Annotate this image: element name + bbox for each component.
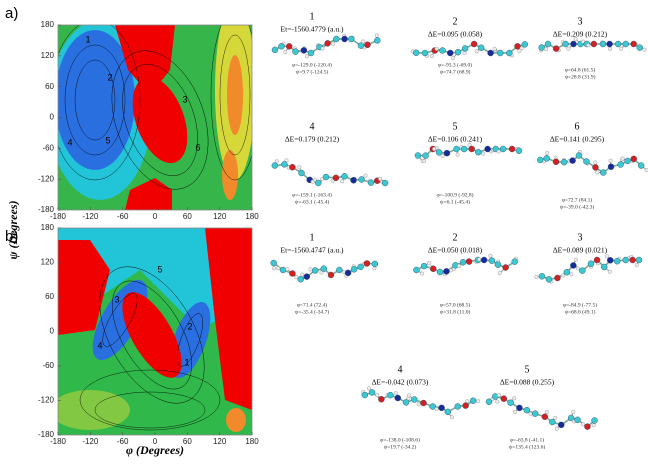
region-label: 3 <box>182 94 187 104</box>
structure-number: 5 <box>453 121 458 132</box>
structure-energy: ΔE=0.141 (0.295) <box>550 135 605 144</box>
structure-energy: ΔE=0.106 (0.241) <box>428 135 483 144</box>
phi-value: φ=-84.9 (-77.5) <box>563 301 597 308</box>
x-tick-label: 0 <box>153 437 158 446</box>
molecule <box>413 254 518 276</box>
y-tick-label: 0 <box>50 327 55 336</box>
molecule <box>537 150 648 175</box>
structure-number: 2 <box>453 232 458 243</box>
psi-value: ψ=-39.0 (-42.3) <box>560 203 595 210</box>
x-tick-label: 60 <box>183 437 192 446</box>
structure-energy: Et=-1560.4747 (a.u.) <box>281 246 344 255</box>
molecule <box>272 159 388 186</box>
region-label: 5 <box>157 264 162 274</box>
phi-value: φ=-93.3 (-69.0) <box>438 61 472 68</box>
region-label: 4 <box>97 340 102 350</box>
x-tick-label: -120 <box>82 212 99 221</box>
phi-value: φ=-138.0 (-108.6) <box>380 436 420 443</box>
contour-map-b <box>50 228 252 435</box>
structure-number: 5 <box>525 364 530 375</box>
phi-value: φ=57.0 (68.5) <box>440 301 471 308</box>
structure-number: 4 <box>398 364 403 375</box>
x-tick-label: 120 <box>213 437 227 446</box>
x-tick-label: -60 <box>117 212 129 221</box>
phi-value: φ=-63.8 (-41.1) <box>510 436 544 443</box>
x-tick-label: 60 <box>183 212 192 221</box>
psi-value: ψ=28.8 (31.9) <box>565 73 596 80</box>
structure-number: 1 <box>310 232 315 243</box>
molecule <box>272 34 380 58</box>
structure-energy: Et=-1560.4779 (a.u.) <box>281 25 344 34</box>
region-label: 4 <box>67 137 72 147</box>
y-tick-label: -120 <box>38 396 55 405</box>
psi-value: ψ=74.7 (68.9) <box>440 68 471 75</box>
phi-value: φ=-159.1 (-163.4) <box>292 191 332 198</box>
structure-energy: ΔE=0.050 (0.018) <box>428 246 483 255</box>
psi-value: ψ=68.6 (49.1) <box>565 308 596 315</box>
phi-value: φ=-100.9 (-92.8) <box>437 191 474 198</box>
phi-value: φ=64.8 (61.5) <box>565 66 596 73</box>
psi-value: ψ=19.7 (-34.2) <box>384 443 417 450</box>
psi-value: ψ=6.1 (-45.4) <box>440 198 470 205</box>
structure-number: 3 <box>578 16 583 27</box>
region-label: 6 <box>195 142 200 152</box>
region-label: 2 <box>187 321 192 331</box>
y-tick-label: 120 <box>41 258 55 267</box>
structure-energy: ΔE=0.179 (0.212) <box>285 135 340 144</box>
x-tick-label: -180 <box>50 437 67 446</box>
molecule <box>271 260 378 282</box>
region-label: 5 <box>105 135 110 145</box>
structure-energy: ΔE=0.089 (0.021) <box>553 246 608 255</box>
structure-number: 2 <box>453 16 458 27</box>
panel-label: a) <box>5 5 18 22</box>
x-tick-label: -180 <box>50 212 67 221</box>
molecule <box>539 37 647 52</box>
y-tick-label: 60 <box>45 82 54 91</box>
x-tick-label: 180 <box>245 212 259 221</box>
psi-value: ψ=31.8 (11.0) <box>440 308 471 315</box>
phi-value: φ=72.7 (84.1) <box>562 196 593 203</box>
region-label: 3 <box>114 294 119 304</box>
y-tick-label: -120 <box>38 174 55 183</box>
region-label: 1 <box>184 357 189 367</box>
contour-map-a <box>48 0 259 210</box>
molecule <box>415 143 522 163</box>
y-tick-label: 120 <box>41 51 55 60</box>
x-tick-label: 180 <box>245 437 259 446</box>
molecule <box>535 255 642 284</box>
structure-energy: ΔE=0.088 (0.255) <box>500 378 555 387</box>
psi-value: ψ=-35.4 (-34.7) <box>295 308 330 315</box>
y-tick-label: 180 <box>41 223 55 232</box>
psi-value: ψ=135.4 (123.6) <box>509 443 546 450</box>
molecule <box>486 393 598 430</box>
molecule <box>361 387 480 419</box>
region-label: 1 <box>85 34 90 44</box>
molecule <box>411 41 528 60</box>
x-tick-label: 0 <box>153 212 158 221</box>
structure-number: 3 <box>578 232 583 243</box>
y-tick-label: -60 <box>42 361 54 370</box>
x-tick-label: 120 <box>213 212 227 221</box>
y-tick-label: 0 <box>50 113 55 122</box>
phi-value: φ=71.4 (72.4) <box>297 301 328 308</box>
structure-number: 1 <box>310 11 315 22</box>
structure-energy: ΔE=0.209 (0.212) <box>553 30 608 39</box>
y-tick-label: 60 <box>45 292 54 301</box>
y-tick-label: 180 <box>41 20 55 29</box>
y-tick-label: -60 <box>42 143 54 152</box>
structure-energy: ΔE=-0.042 (0.073) <box>372 378 429 387</box>
x-tick-label: -60 <box>117 437 129 446</box>
region-label: 2 <box>107 72 112 82</box>
psi-value: ψ=9.7 (-124.5) <box>296 68 329 75</box>
structure-energy: ΔE=0.095 (0.058) <box>428 30 483 39</box>
structure-number: 4 <box>310 121 315 132</box>
phi-value: φ=-129.0 (-120.4) <box>292 61 332 68</box>
structure-number: 6 <box>575 121 580 132</box>
x-tick-label: -120 <box>82 437 99 446</box>
panel-label: b) <box>5 228 18 245</box>
psi-value: ψ=-63.1 (-45.4) <box>295 198 330 205</box>
